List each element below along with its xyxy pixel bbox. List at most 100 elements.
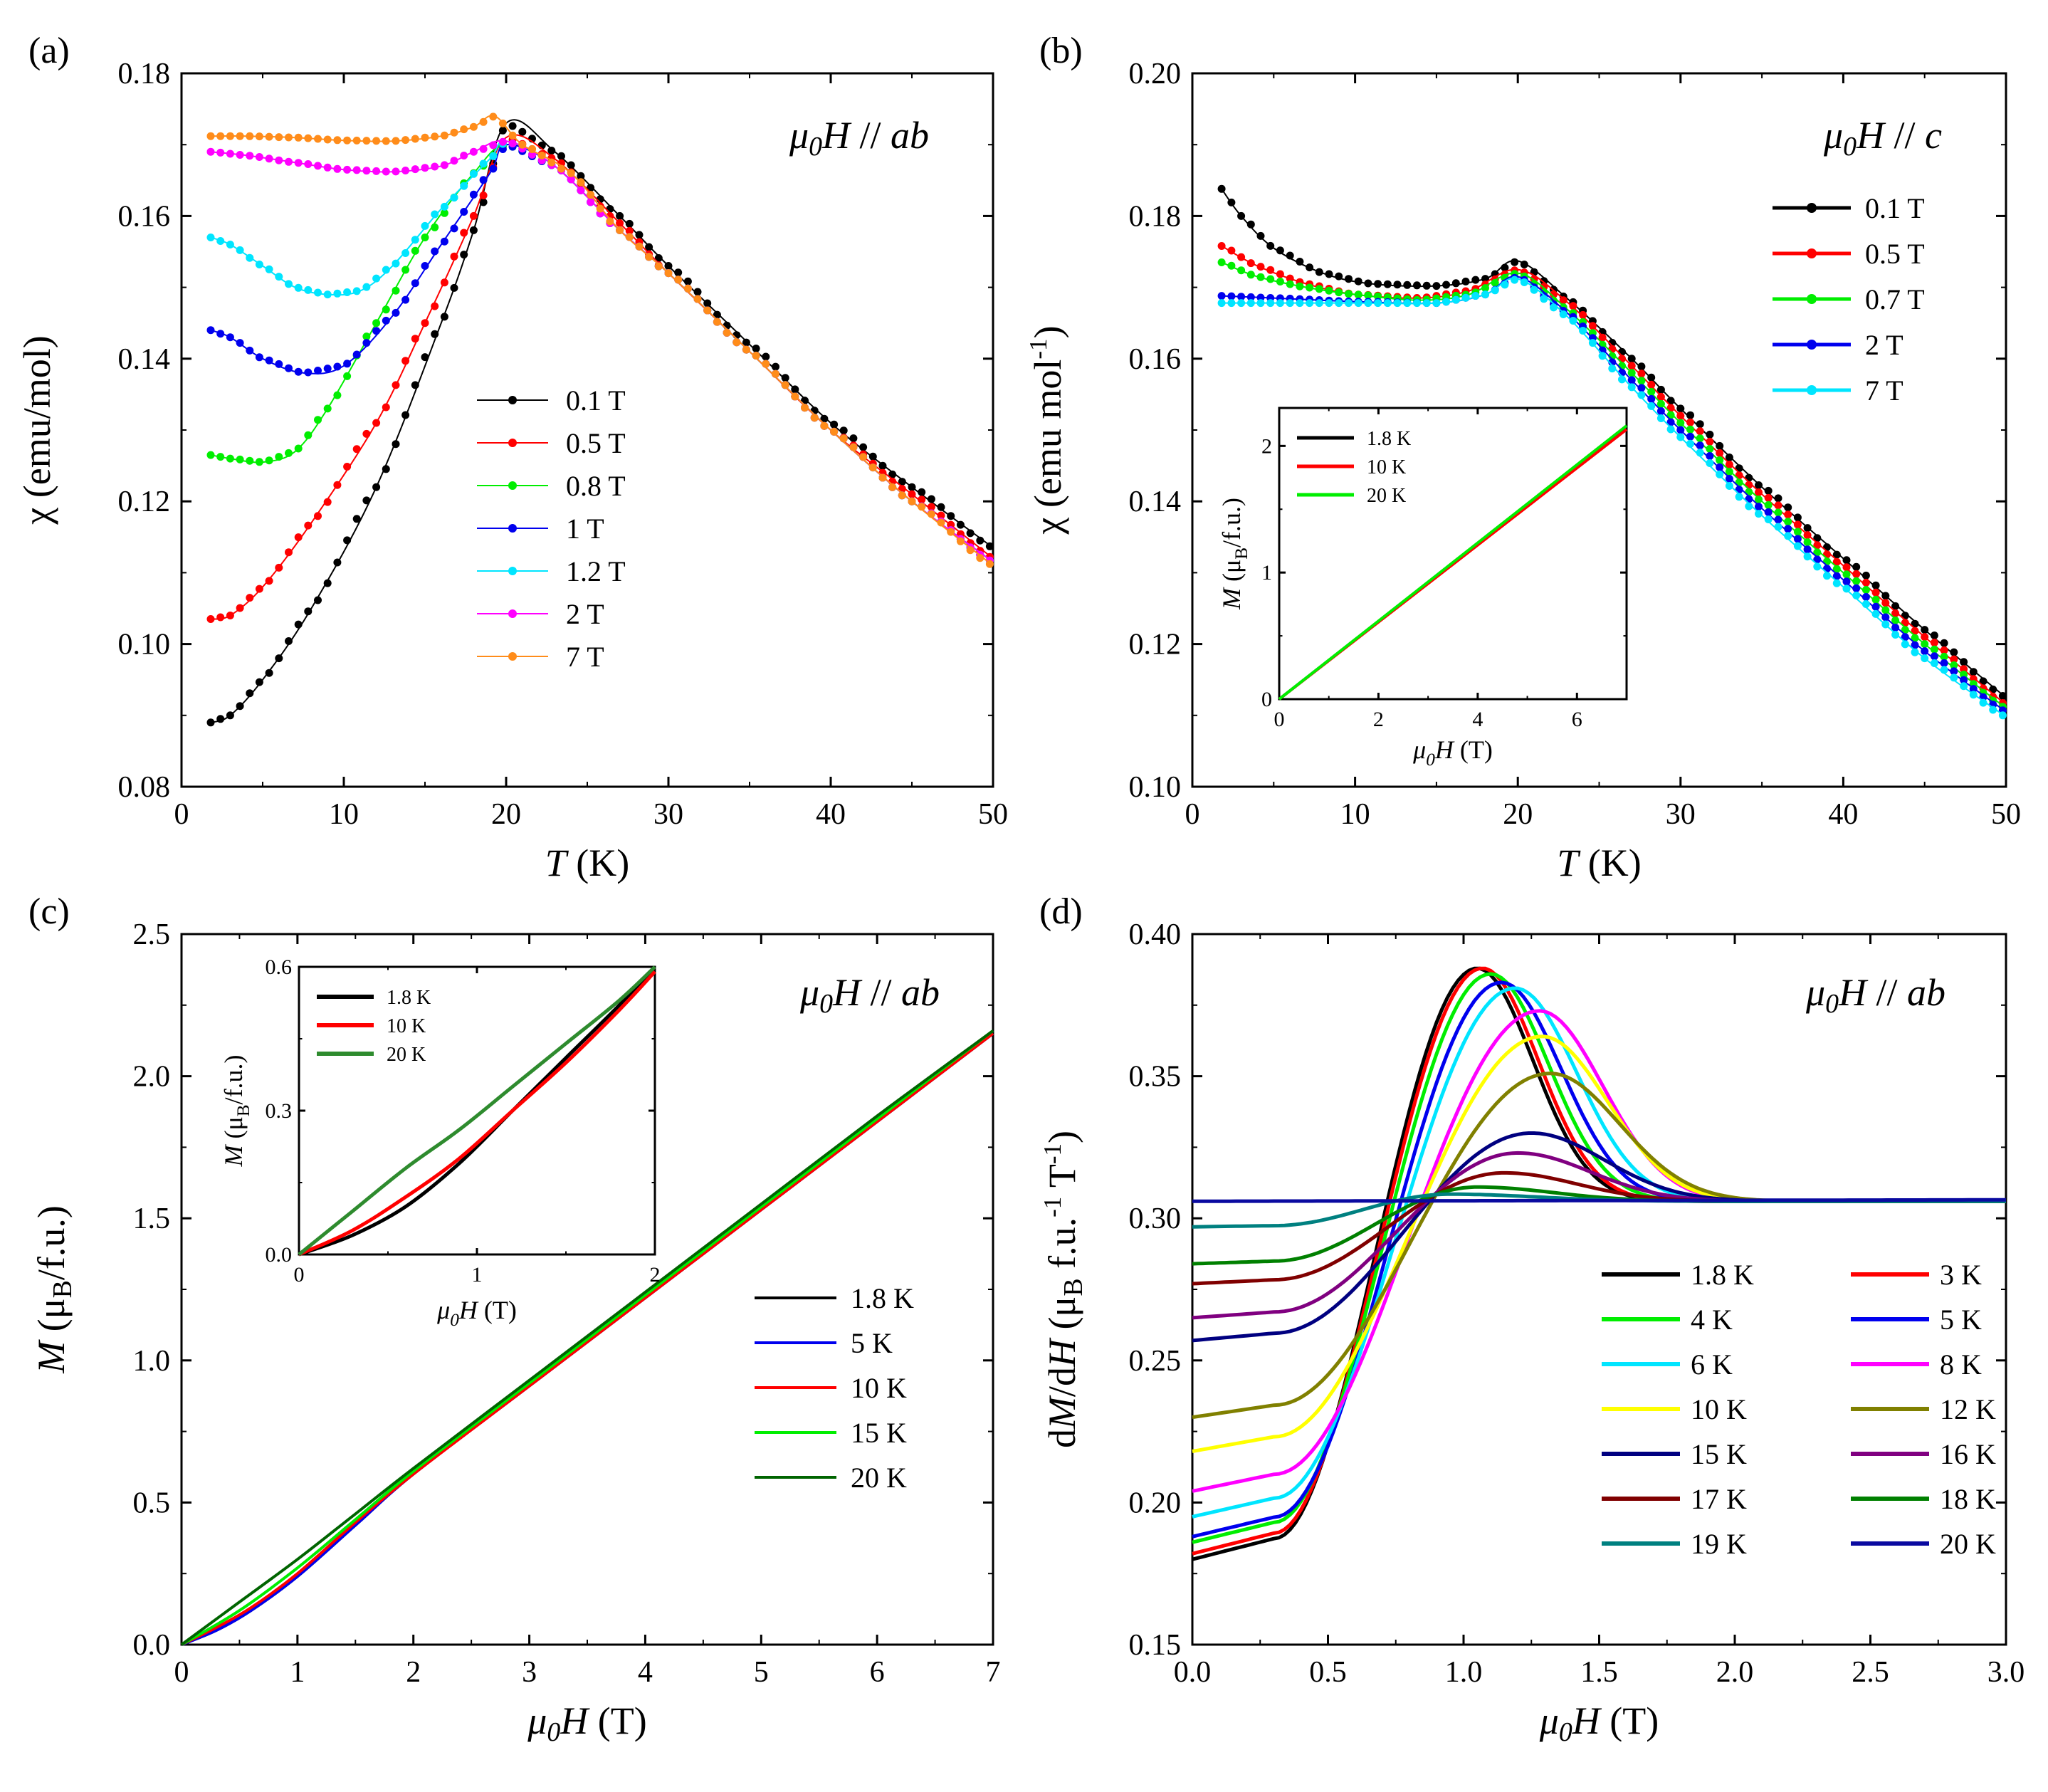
data-point xyxy=(236,604,244,612)
data-point xyxy=(781,374,789,382)
data-point xyxy=(1989,706,1997,714)
data-point xyxy=(1217,258,1226,266)
y-tick-label: 0.10 xyxy=(118,629,171,661)
legend-label: 17 K xyxy=(1691,1483,1747,1515)
data-point xyxy=(236,246,244,254)
data-point xyxy=(1793,535,1802,543)
data-point xyxy=(976,536,984,545)
data-point xyxy=(479,198,488,206)
data-point xyxy=(1774,494,1782,503)
data-point xyxy=(246,253,254,262)
data-point xyxy=(479,176,488,184)
data-point xyxy=(265,132,273,141)
data-point xyxy=(392,137,400,145)
data-point xyxy=(216,148,225,157)
data-point xyxy=(1335,288,1343,297)
data-point xyxy=(314,512,322,520)
inset-y-label: M (μB/f.u.) xyxy=(1217,498,1251,610)
data-point xyxy=(1813,541,1822,550)
data-point xyxy=(810,414,819,422)
data-point xyxy=(1940,652,1948,661)
data-point xyxy=(1871,609,1880,618)
panel-label: (b) xyxy=(1039,31,1083,71)
data-point xyxy=(1491,278,1499,287)
data-point xyxy=(1911,648,1919,656)
data-point xyxy=(1588,322,1597,330)
data-point xyxy=(1354,299,1362,308)
data-point xyxy=(1227,246,1236,255)
data-point xyxy=(382,305,390,314)
data-point xyxy=(1608,345,1617,353)
data-point xyxy=(304,285,313,294)
x-tick-label: 20 xyxy=(491,798,521,831)
y-axis-label: M (μB/f.u.) xyxy=(30,1205,78,1374)
legend-label: 7 T xyxy=(566,641,604,673)
data-point xyxy=(849,443,858,451)
data-point xyxy=(1647,394,1656,403)
x-tick-label: 20 xyxy=(1503,798,1533,831)
data-point xyxy=(294,133,303,142)
data-point xyxy=(1569,302,1577,310)
data-point xyxy=(654,262,663,271)
data-point xyxy=(1246,259,1255,268)
data-point xyxy=(1803,531,1812,540)
data-point xyxy=(1921,654,1929,663)
data-point xyxy=(343,165,352,174)
y-tick-label: 0.12 xyxy=(118,486,171,518)
data-point xyxy=(323,135,332,144)
data-point xyxy=(1227,299,1236,308)
data-point xyxy=(1393,299,1402,308)
x-tick-label: 1 xyxy=(472,1263,483,1287)
data-point xyxy=(333,164,342,173)
data-point xyxy=(1950,648,1958,656)
data-point xyxy=(246,132,254,140)
data-point xyxy=(1501,281,1509,289)
y-tick-label: 0.16 xyxy=(118,200,171,233)
data-point xyxy=(1227,261,1236,270)
data-point xyxy=(1637,384,1646,392)
data-point xyxy=(772,362,779,371)
data-point xyxy=(762,360,770,368)
plot-frame xyxy=(1278,407,1628,701)
data-point xyxy=(918,488,926,496)
data-point xyxy=(246,594,254,602)
x-tick-label: 6 xyxy=(870,1656,885,1689)
data-point xyxy=(460,182,468,190)
data-point xyxy=(1784,525,1792,533)
data-point xyxy=(927,510,935,518)
y-tick-label: 0.12 xyxy=(1129,629,1182,661)
data-point xyxy=(683,277,692,285)
data-point xyxy=(1608,365,1617,373)
data-point xyxy=(557,152,565,160)
data-point xyxy=(1246,220,1255,229)
data-point xyxy=(868,452,877,461)
legend-label: 15 K xyxy=(1691,1438,1747,1470)
data-point xyxy=(1627,369,1636,377)
data-point xyxy=(1745,488,1753,496)
data-point xyxy=(1686,418,1694,426)
data-point xyxy=(1579,327,1587,335)
data-point xyxy=(1637,377,1646,385)
data-point xyxy=(1403,299,1412,308)
x-tick-label: 10 xyxy=(1340,798,1370,831)
inset-series-line xyxy=(298,970,656,1257)
data-point xyxy=(255,678,263,686)
data-point xyxy=(265,669,273,677)
data-point xyxy=(216,453,225,461)
data-point xyxy=(878,461,887,470)
data-point xyxy=(1550,290,1558,298)
data-point xyxy=(1325,286,1333,295)
data-point xyxy=(246,689,254,698)
y-tick-label: 0.15 xyxy=(1129,1629,1182,1662)
data-point xyxy=(547,158,556,167)
data-point xyxy=(1842,563,1851,572)
legend-label: 10 K xyxy=(851,1372,907,1404)
panel-d: 0.0 0.5 1.0 1.5 2.0 2.5 3.0 0.15 0.20 0.25 0.30 0.3… xyxy=(1039,891,2025,1747)
data-point xyxy=(1706,445,1714,453)
data-point xyxy=(908,490,916,498)
data-point xyxy=(616,219,624,227)
data-point xyxy=(265,154,273,163)
data-point xyxy=(333,481,342,489)
data-point xyxy=(1217,242,1226,250)
